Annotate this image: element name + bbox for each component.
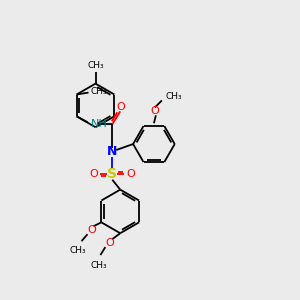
Text: O: O (87, 225, 96, 235)
Text: O: O (89, 169, 98, 179)
Text: NH: NH (91, 119, 107, 129)
Text: O: O (127, 169, 136, 179)
Text: O: O (105, 238, 114, 248)
Text: N: N (107, 146, 118, 158)
Text: S: S (107, 167, 117, 181)
Text: CH₃: CH₃ (87, 61, 104, 70)
Text: CH₃: CH₃ (166, 92, 182, 101)
Text: CH₃: CH₃ (69, 246, 86, 255)
Text: CH₃: CH₃ (91, 87, 107, 96)
Text: O: O (151, 106, 159, 116)
Text: CH₃: CH₃ (90, 261, 107, 270)
Text: O: O (117, 102, 126, 112)
